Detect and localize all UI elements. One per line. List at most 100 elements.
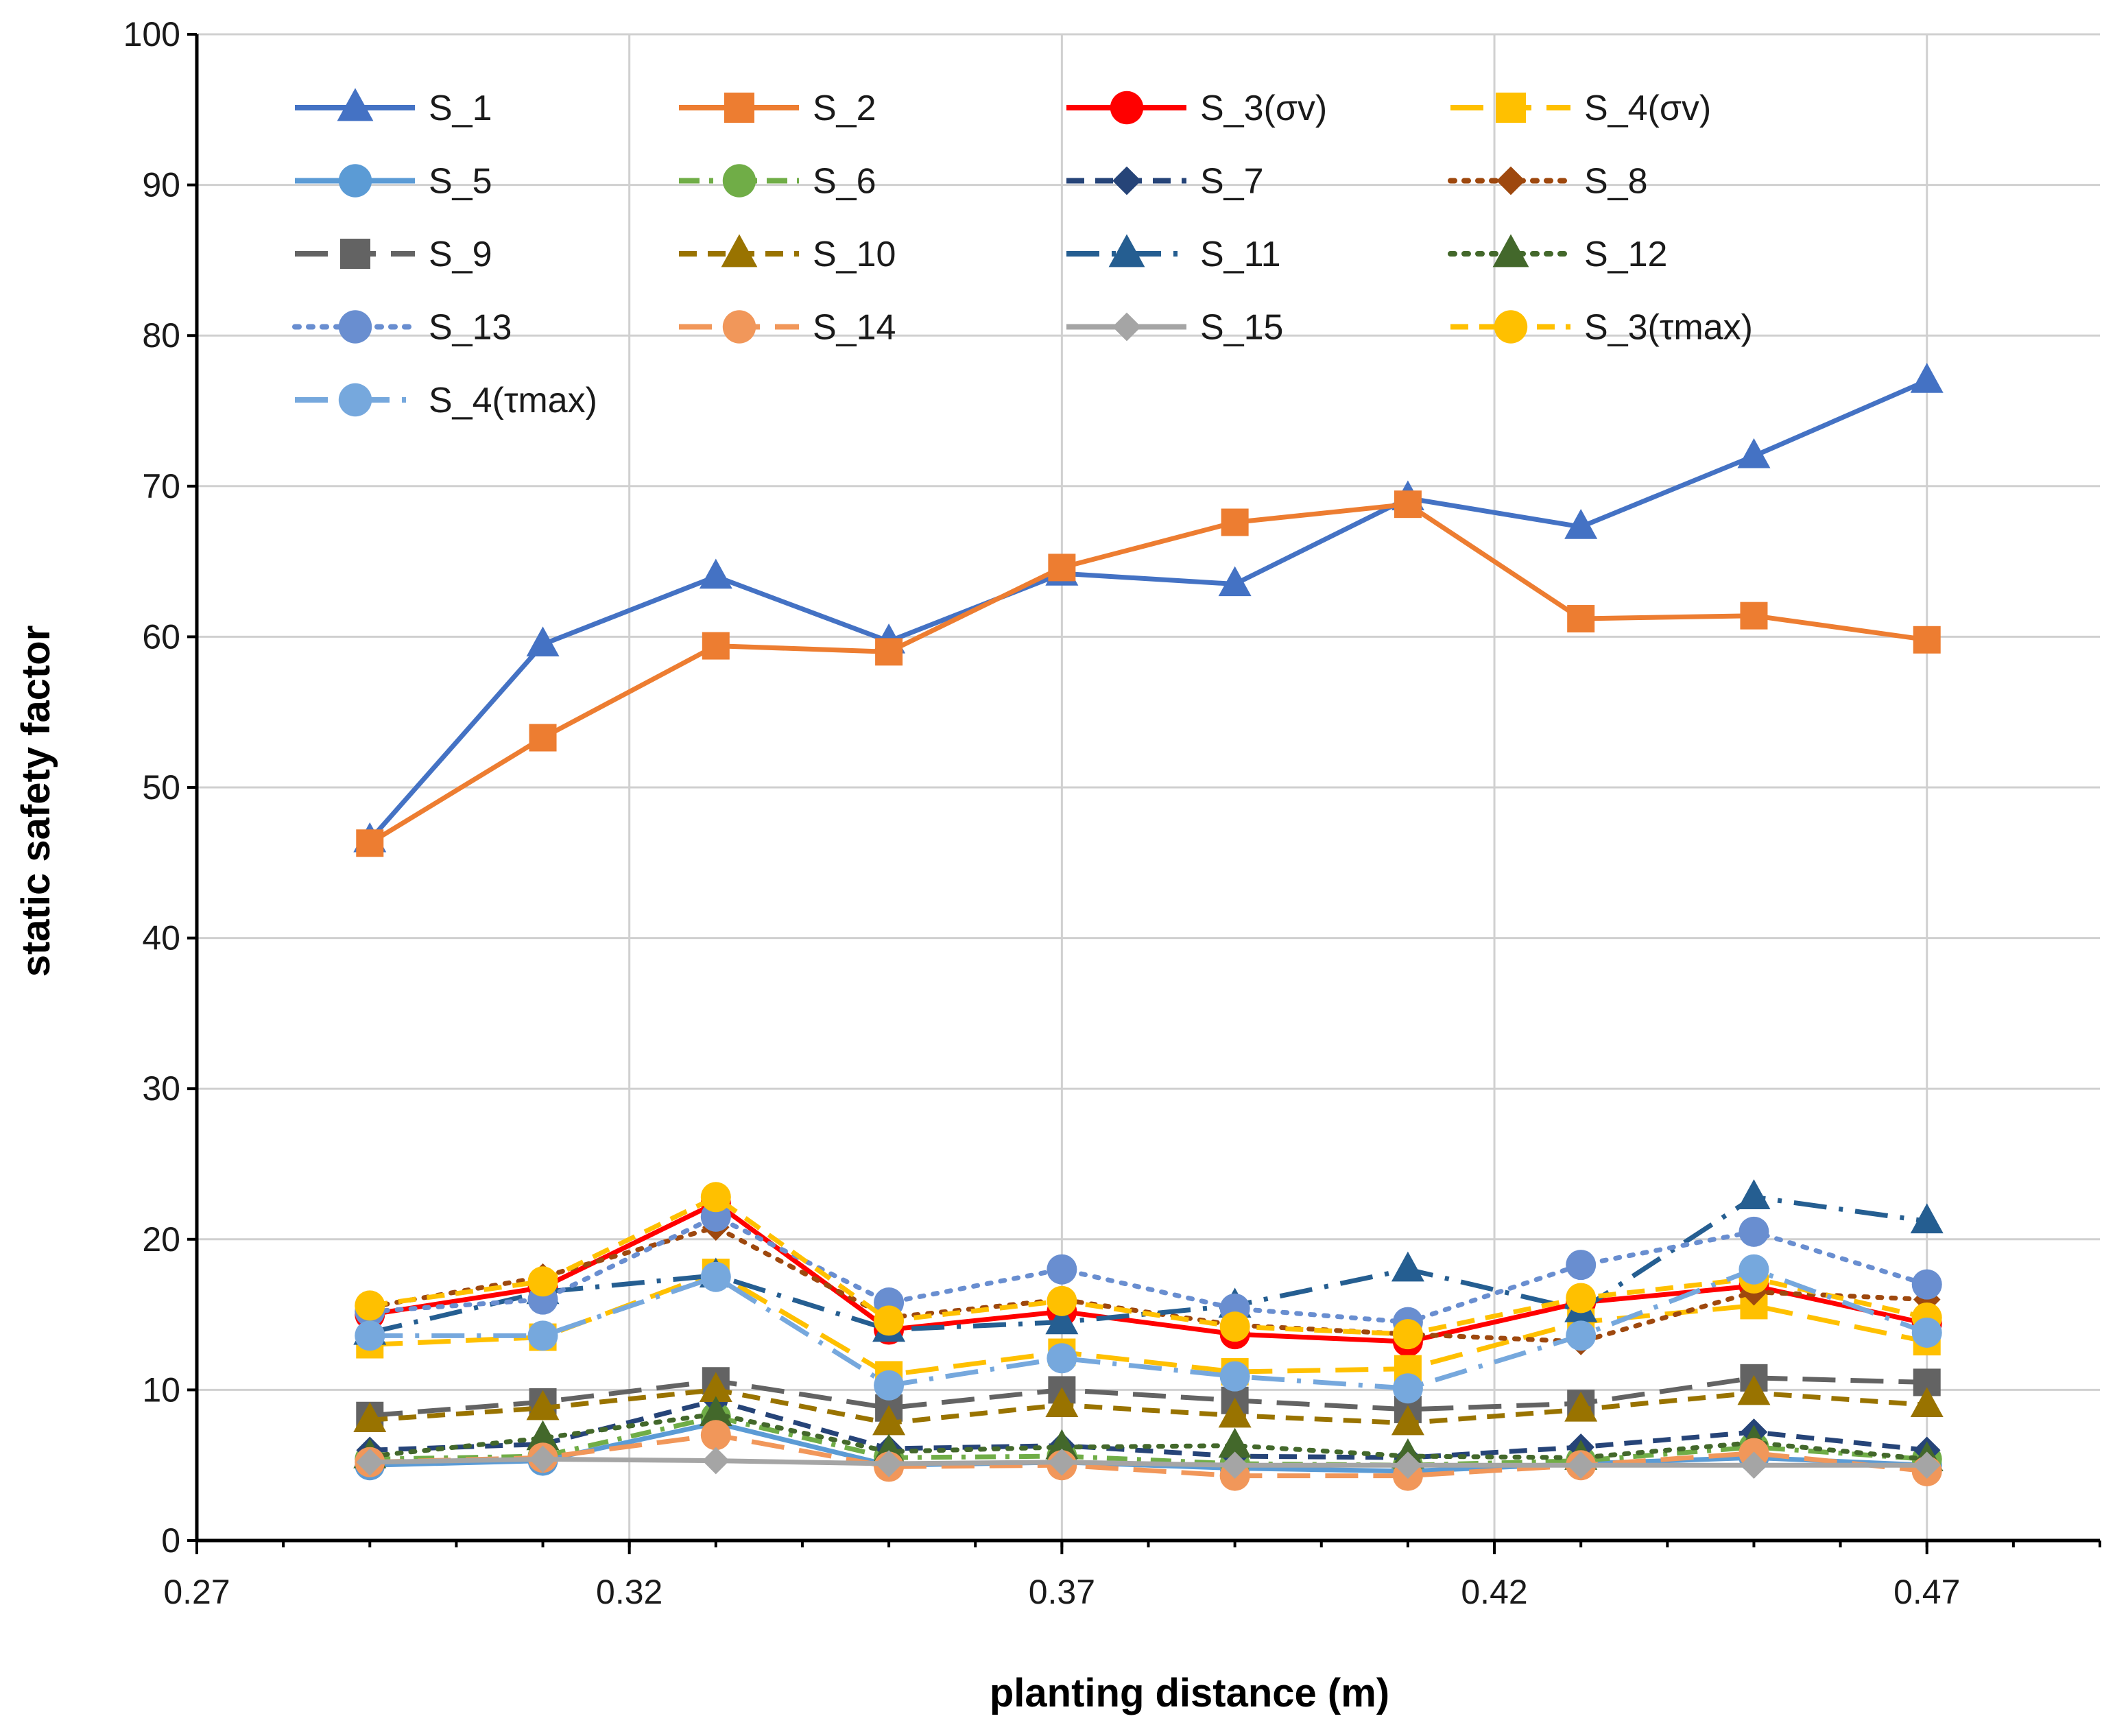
data-point [1737, 1179, 1771, 1209]
legend-item: S_5 [295, 162, 492, 202]
data-point [700, 1420, 731, 1451]
data-point [1564, 509, 1598, 539]
legend-marker [1112, 312, 1141, 342]
data-point [1391, 1405, 1424, 1436]
data-point [529, 1445, 557, 1473]
legend-item: S_8 [1448, 162, 1648, 202]
data-point [355, 1290, 385, 1321]
data-point [875, 1450, 903, 1477]
legend-item: S_6 [679, 162, 876, 202]
legend-marker [1492, 234, 1529, 267]
data-point [872, 1405, 906, 1436]
legend-marker [338, 383, 372, 417]
data-point [702, 1447, 730, 1475]
data-point [527, 1266, 558, 1297]
legend-item: S_7 [1066, 162, 1264, 202]
legend-marker [338, 164, 372, 198]
legend-item: S_10 [679, 234, 896, 274]
legend-label: S_4(σv) [1584, 88, 1711, 128]
data-point [875, 638, 903, 666]
legend-marker [1110, 91, 1144, 125]
legend-marker [1494, 310, 1528, 344]
legend-item: S_3(σv) [1066, 88, 1327, 128]
legend-marker [337, 88, 374, 121]
data-point [1218, 566, 1252, 597]
data-point [1392, 1319, 1423, 1350]
data-point [1910, 363, 1944, 393]
data-point [526, 1390, 560, 1420]
legend-label: S_11 [1200, 235, 1281, 274]
data-point [1219, 1361, 1250, 1392]
data-point [874, 1305, 905, 1336]
legend-item: S_4(τmax) [295, 381, 597, 420]
data-point [355, 1320, 385, 1351]
data-point [1911, 1317, 1942, 1348]
data-point [1218, 1397, 1252, 1428]
legend-marker [340, 239, 370, 269]
data-point [1740, 1451, 1768, 1479]
legend-label: S_15 [1200, 308, 1283, 348]
x-tick-label: 0.47 [1893, 1573, 1960, 1611]
legend-label: S_4(τmax) [429, 381, 597, 420]
data-point [1221, 1451, 1249, 1479]
y-tick-label: 50 [142, 768, 180, 807]
series-line [368, 501, 1928, 846]
series-line [370, 1432, 1928, 1479]
data-point [1911, 1269, 1942, 1300]
data-point [1737, 1375, 1771, 1405]
y-tick-label: 60 [142, 617, 180, 656]
legend-marker [1496, 93, 1526, 123]
data-point [1045, 1304, 1079, 1335]
y-tick-label: 70 [142, 467, 180, 506]
series-line [369, 1194, 1928, 1335]
series-S_8 [356, 1213, 1941, 1355]
legend-label: S_9 [429, 235, 492, 274]
data-point [1566, 1283, 1597, 1313]
legend-item: S_15 [1066, 308, 1283, 348]
y-tick-label: 0 [161, 1521, 180, 1560]
series-S_2 [356, 490, 1941, 857]
data-point [1394, 490, 1422, 519]
data-point [1392, 1373, 1423, 1404]
data-point [1047, 1285, 1077, 1316]
x-tick-label: 0.42 [1461, 1573, 1527, 1611]
series-line [370, 1387, 1927, 1426]
data-point [1045, 1429, 1079, 1460]
series-layer [353, 363, 1944, 1491]
legend-marker [721, 234, 758, 267]
series-line [367, 1214, 1930, 1325]
series-S_15 [356, 1445, 1941, 1479]
data-point [1047, 1254, 1077, 1285]
x-axis-title: planting distance (m) [990, 1671, 1389, 1715]
data-point [526, 626, 560, 657]
y-tick-label: 30 [142, 1069, 180, 1108]
data-point [702, 632, 730, 660]
series-S_1 [353, 363, 1944, 853]
legend-marker [722, 310, 756, 344]
y-tick-label: 40 [142, 919, 180, 958]
legend-item: S_1 [295, 88, 492, 128]
legend-label: S_6 [813, 162, 876, 202]
legend-label: S_3(τmax) [1584, 308, 1753, 348]
y-tick-label: 10 [142, 1370, 180, 1409]
legend-label: S_13 [429, 308, 512, 348]
data-point [1048, 554, 1076, 582]
legend-marker [724, 93, 754, 123]
data-point [1566, 1250, 1597, 1281]
data-point [1218, 1427, 1252, 1458]
legend-item: S_14 [679, 308, 896, 348]
legend-label: S_2 [813, 88, 876, 128]
data-point [1567, 605, 1595, 633]
data-point [1567, 1451, 1594, 1479]
legend: S_1 S_2 S_3(σv) S_4(σv) S_5 S_6 S_7 S_8 S_9 S_10 S… [292, 88, 1753, 420]
axes: 0 10 20 30 40 50 60 70 80 90 100 0.27 0.32 0.37 0.42 0.… [123, 15, 2101, 1611]
legend-marker [1112, 166, 1141, 195]
data-point [1219, 1311, 1250, 1342]
legend-item: S_9 [295, 235, 492, 274]
legend-label: S_1 [429, 88, 492, 128]
legend-label: S_5 [429, 162, 492, 202]
series-S_10 [353, 1372, 1944, 1436]
data-point [1737, 438, 1771, 468]
data-point [700, 1261, 731, 1292]
legend-label: S_3(σv) [1200, 88, 1327, 128]
